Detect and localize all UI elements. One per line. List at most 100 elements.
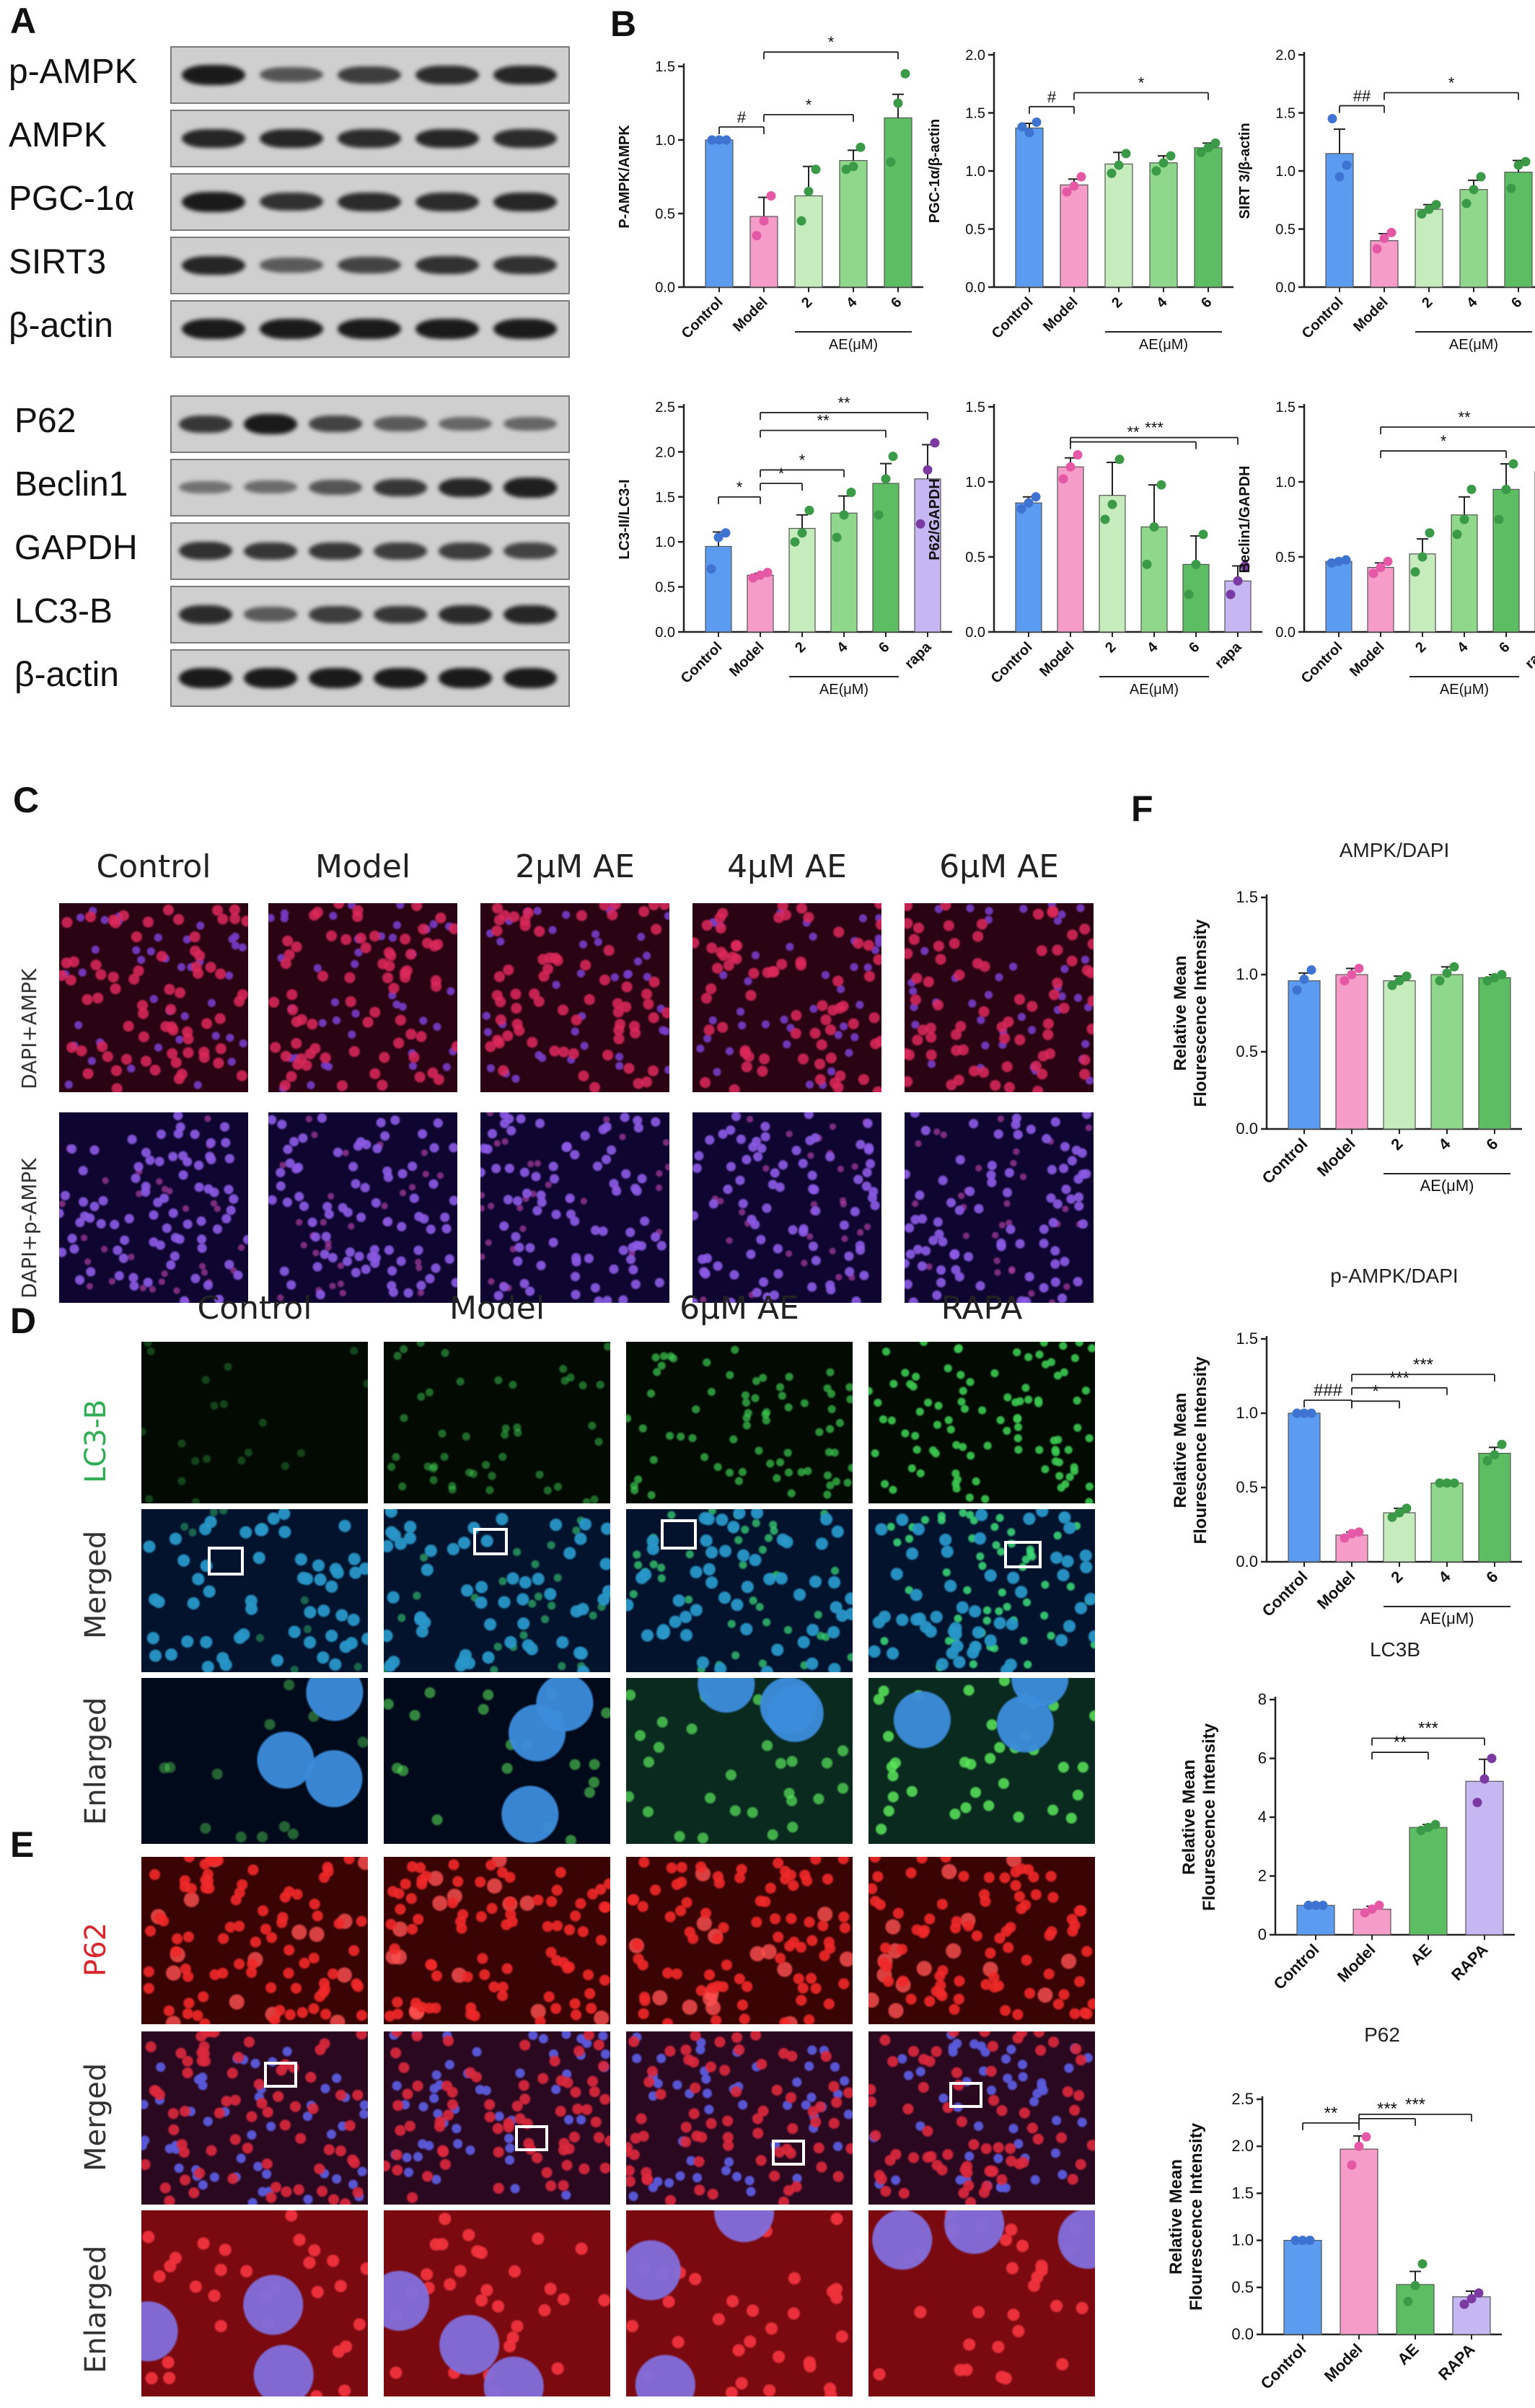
y-tick-label: 0.5 xyxy=(655,206,675,222)
panel-c-row-label-pampk: DAPI+p-AMPK xyxy=(17,1158,41,1299)
bar-2 xyxy=(1383,980,1416,1130)
zoom-region-box xyxy=(473,1528,508,1555)
y-tick-label: 0.0 xyxy=(965,280,985,296)
data-point xyxy=(1334,172,1345,182)
data-point xyxy=(707,135,717,145)
wb-label-top-4: β-actin xyxy=(9,307,113,345)
group-label: AE(μM) xyxy=(829,337,878,353)
wb-label-top-3: SIRT3 xyxy=(9,243,107,281)
zoom-region-box xyxy=(208,1547,244,1576)
blot-band xyxy=(503,478,557,498)
significance-label: *** xyxy=(1405,2095,1425,2114)
y-tick-label: 0.5 xyxy=(1231,2278,1254,2296)
lc3b-enlarged-image xyxy=(141,1678,368,1844)
chart-title: AMPK/DAPI xyxy=(1340,839,1449,861)
blot-band xyxy=(338,319,401,339)
x-tick-label: 2 xyxy=(1387,1135,1406,1154)
data-point xyxy=(1425,528,1435,538)
lc3b-merged-image xyxy=(141,1509,368,1672)
data-point xyxy=(1490,972,1500,983)
wb-label-top-2: PGC-1α xyxy=(9,180,135,218)
data-point xyxy=(1347,970,1357,980)
chart-lc3_ratio: LC3-II/LC3-I 0.0 0.5 1.0 1.5 2.0 2.5 Control Mod… xyxy=(617,394,952,698)
data-point xyxy=(1497,970,1507,980)
significance-label: * xyxy=(1372,1381,1378,1401)
x-tick-label: Model xyxy=(1350,294,1391,335)
x-tick-label: 4 xyxy=(834,638,851,656)
significance-bracket: * xyxy=(760,465,803,491)
data-point xyxy=(1410,567,1420,577)
data-point xyxy=(1073,450,1083,460)
data-point xyxy=(1410,2280,1420,2290)
panel-c-column-label: 6μM AE xyxy=(939,848,1059,885)
data-point xyxy=(1423,1822,1433,1832)
x-tick-label: 6 xyxy=(1186,639,1202,656)
data-point xyxy=(1107,499,1117,509)
bar-AE xyxy=(1396,2284,1435,2335)
chart-title: P62 xyxy=(1364,2023,1400,2046)
data-point xyxy=(1487,1754,1497,1763)
significance-label: ** xyxy=(1458,408,1471,426)
data-point xyxy=(1184,589,1194,599)
data-point xyxy=(1367,1904,1377,1915)
group-label: AE(μM) xyxy=(1449,337,1498,353)
data-point xyxy=(1508,459,1518,469)
bar-RAPA xyxy=(1465,1780,1504,1935)
significance-label: * xyxy=(1138,74,1145,92)
y-axis-label: Relative Mean xyxy=(1166,2159,1186,2275)
x-tick-label: Model xyxy=(730,294,770,335)
blot-band xyxy=(309,480,362,495)
data-point xyxy=(752,231,762,241)
data-point xyxy=(1383,556,1393,566)
wb-label-bottom-3: LC3-B xyxy=(14,592,113,630)
blot-strip xyxy=(170,395,570,453)
blot-band xyxy=(244,542,297,560)
significance-label: *** xyxy=(1418,1719,1438,1739)
data-point xyxy=(1506,183,1516,193)
data-point xyxy=(1476,172,1486,182)
blot-band xyxy=(260,128,323,149)
y-tick-label: 1.5 xyxy=(655,490,675,506)
data-point xyxy=(832,532,842,542)
blot-band xyxy=(260,193,323,211)
y-tick-label: 0.0 xyxy=(1275,625,1296,641)
y-axis-label: SIRT 3/β-actin xyxy=(1237,123,1253,219)
blot-strip xyxy=(170,237,570,294)
x-tick-label: rapa xyxy=(1212,638,1245,672)
data-point xyxy=(1024,498,1034,508)
y-tick-label: 2 xyxy=(1258,1867,1267,1885)
y-tick-label: 0.5 xyxy=(655,580,675,596)
p62-enlarged-image xyxy=(384,2210,610,2396)
data-point xyxy=(1494,514,1504,524)
blot-strip xyxy=(170,649,570,707)
data-point xyxy=(1372,244,1382,254)
significance-label: *** xyxy=(1389,1368,1409,1388)
y-tick-label: 1.5 xyxy=(1231,2184,1254,2202)
blot-band xyxy=(503,605,557,625)
data-point xyxy=(1435,1478,1445,1488)
data-point xyxy=(1327,114,1337,124)
data-point xyxy=(1521,157,1531,167)
y-axis-label: P-AMPK/AMPK xyxy=(617,125,633,229)
panel-d-column-label: Model xyxy=(449,1290,545,1327)
data-point xyxy=(1107,168,1117,178)
data-point xyxy=(900,69,910,79)
data-point xyxy=(1311,1900,1321,1910)
data-point xyxy=(1394,1508,1404,1518)
zoom-region-box xyxy=(515,2125,548,2151)
y-tick-label: 8 xyxy=(1258,1690,1267,1708)
blot-band xyxy=(415,128,479,149)
x-tick-label: Control xyxy=(1259,1135,1311,1187)
x-tick-label: Model xyxy=(1321,2340,1366,2386)
data-point xyxy=(721,528,731,538)
y-tick-label: 0.0 xyxy=(1236,1552,1258,1570)
x-tick-label: Control xyxy=(1270,1941,1323,1993)
significance-label: ** xyxy=(1127,423,1140,441)
bar-4 xyxy=(1140,526,1168,633)
data-point xyxy=(1298,2236,1308,2246)
lc3b-enlarged-image xyxy=(384,1678,610,1844)
y-tick-label: 0.5 xyxy=(1236,1478,1258,1496)
data-point xyxy=(755,570,765,580)
bar-Control xyxy=(705,139,734,288)
data-point xyxy=(1482,1456,1492,1466)
